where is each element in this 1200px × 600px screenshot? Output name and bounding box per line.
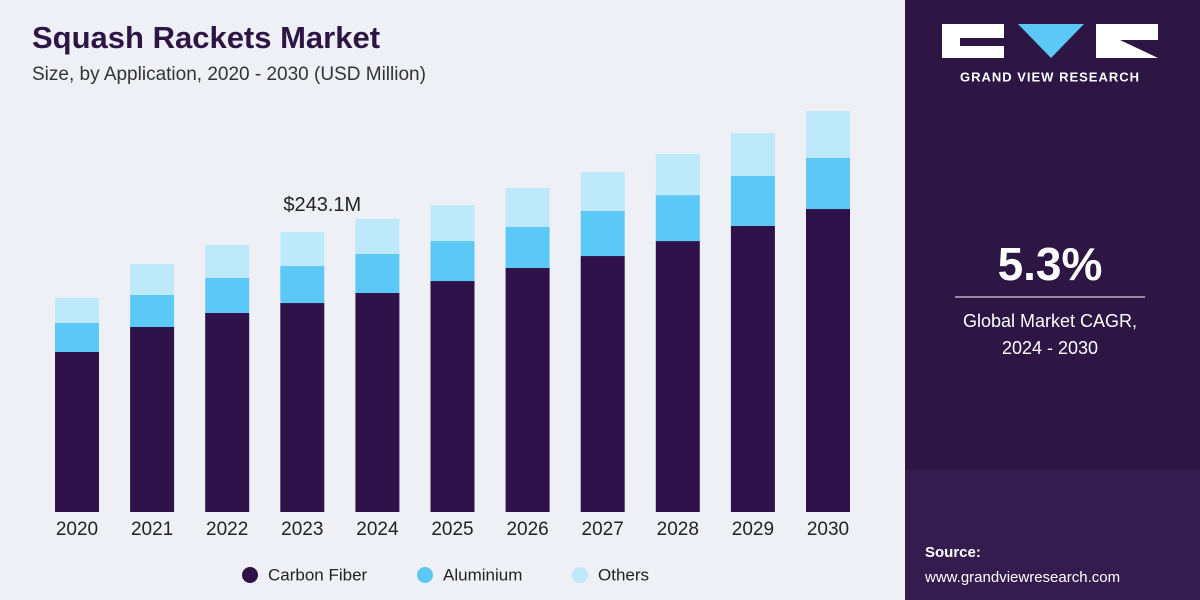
bar-segment <box>655 241 700 512</box>
bar-segment <box>205 277 250 313</box>
bar-segment <box>130 326 175 512</box>
x-tick-label: 2024 <box>356 519 399 540</box>
bar-segment <box>205 312 250 512</box>
bar-segment <box>55 297 99 323</box>
sidebar-pattern <box>905 470 1200 600</box>
legend-marker <box>242 567 258 583</box>
annotation: $243.1M <box>283 194 361 216</box>
brand: GRAND VIEW RESEARCH <box>960 69 1140 84</box>
x-tick-label: 2029 <box>732 519 774 540</box>
bar-segment <box>806 158 850 210</box>
legend-label: Carbon Fiber <box>268 565 368 584</box>
bar-segment <box>580 210 625 257</box>
bar-segment <box>55 322 99 352</box>
cagr-value: 5.3% <box>998 238 1103 290</box>
bar-segment <box>655 195 700 242</box>
cagr-label: 2024 - 2030 <box>1002 338 1098 358</box>
legend-marker <box>417 567 433 583</box>
source-label: Source: <box>925 544 981 561</box>
bar-segment <box>130 263 175 295</box>
x-tick-label: 2025 <box>431 519 473 540</box>
x-tick-label: 2028 <box>657 519 699 540</box>
x-tick-label: 2022 <box>206 519 248 540</box>
logo-r-cut <box>1120 40 1158 58</box>
x-tick-label: 2027 <box>582 519 624 540</box>
bar-segment <box>430 241 475 282</box>
x-tick-label: 2030 <box>807 519 849 540</box>
chart-title: Squash Rackets Market <box>32 20 380 55</box>
bar-segment <box>806 209 850 512</box>
bar-segment <box>205 244 250 278</box>
bar-segment <box>730 225 775 513</box>
bar-segment <box>55 351 99 512</box>
bar-segment <box>430 281 475 512</box>
source-url: www.grandviewresearch.com <box>924 569 1120 586</box>
bar-segment <box>280 303 325 512</box>
bar-segment <box>655 154 700 196</box>
bar-segment <box>580 256 625 512</box>
bar-segment <box>580 171 625 211</box>
legend-marker <box>572 567 588 583</box>
logo <box>942 24 1158 58</box>
legend-label: Others <box>598 565 649 584</box>
x-tick-label: 2026 <box>506 519 548 540</box>
x-tick-label: 2020 <box>56 519 98 540</box>
bar-segment <box>505 227 550 269</box>
bar-segment <box>280 231 325 267</box>
bar-segment <box>730 175 775 226</box>
chart-subtitle: Size, by Application, 2020 - 2030 (USD M… <box>32 64 426 85</box>
x-tick-label: 2021 <box>131 519 173 540</box>
bar-segment <box>355 218 400 254</box>
bar-segment <box>355 293 400 512</box>
logo-v <box>1018 24 1084 58</box>
x-tick-label: 2023 <box>281 519 323 540</box>
bar-segment <box>280 266 325 304</box>
bar-segment <box>730 133 775 176</box>
legend-label: Aluminium <box>443 565 522 584</box>
logo-g-cut <box>960 38 1004 46</box>
bar-segment <box>430 205 475 242</box>
cagr-label: Global Market CAGR, <box>963 311 1137 331</box>
bar-segment <box>505 268 550 512</box>
bar-segment <box>355 253 400 294</box>
bar-segment <box>806 111 850 159</box>
bar-segment <box>505 187 550 228</box>
bar-segment <box>130 294 175 327</box>
